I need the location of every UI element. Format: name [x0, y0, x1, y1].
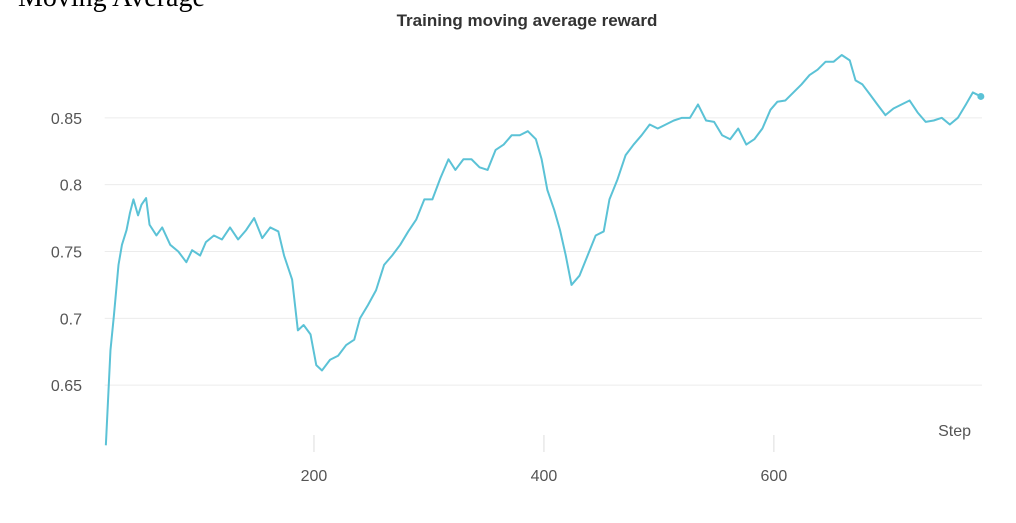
series-line [104, 54, 982, 446]
x-axis-label: Step [938, 423, 971, 440]
x-tick-label: 600 [761, 468, 788, 485]
y-tick-label: 0.85 [51, 111, 82, 128]
panel-header: Moving Average [18, 0, 205, 13]
end-point [977, 92, 985, 100]
x-tick-label: 200 [301, 468, 328, 485]
chart-title: Training moving average reward [397, 11, 658, 30]
y-tick-label: 0.65 [51, 378, 82, 395]
y-tick-label: 0.75 [51, 245, 82, 262]
y-tick-label: 0.7 [60, 311, 82, 328]
y-tick-label: 0.8 [60, 178, 82, 195]
x-tick-label: 400 [531, 468, 558, 485]
